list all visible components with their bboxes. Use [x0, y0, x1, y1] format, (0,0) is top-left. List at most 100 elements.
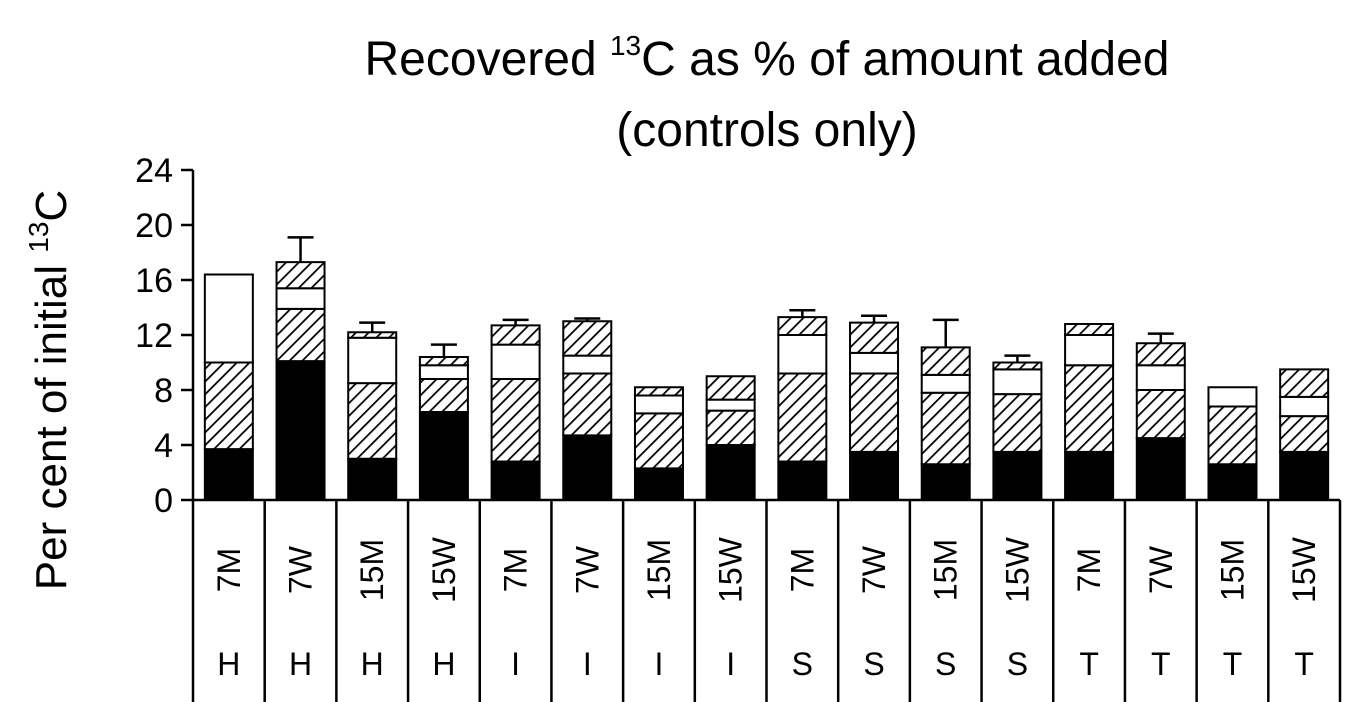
bar-segment-9-1 — [777, 460, 828, 501]
chart-title-line1: Recovered 13C as % of amount added — [365, 30, 1170, 86]
bar-segment-5-1 — [490, 460, 541, 501]
group-label: T — [1223, 646, 1243, 682]
y-tick-label: 8 — [154, 372, 173, 410]
group-label: S — [1007, 646, 1028, 682]
bar-segment-10-3 — [849, 351, 900, 375]
group-label: I — [726, 646, 735, 682]
bar-segment-10-2 — [849, 372, 900, 453]
group-label: T — [1079, 646, 1099, 682]
bar-segment-5-2 — [490, 378, 541, 463]
category-label: 7M — [211, 548, 247, 592]
group-label: I — [583, 646, 592, 682]
bar-segment-14-3 — [1135, 364, 1186, 391]
bar-segment-3-2 — [347, 382, 398, 460]
bar-segment-15-1 — [1207, 463, 1258, 501]
bar-segment-12-3 — [992, 368, 1043, 396]
bar-segment-12-1 — [992, 450, 1043, 501]
bar-segment-4-1 — [418, 411, 469, 501]
bar-segment-7-2 — [633, 412, 684, 470]
bar-segment-4-2 — [418, 378, 469, 413]
group-label: I — [511, 646, 520, 682]
bar-segment-16-1 — [1279, 450, 1330, 501]
bar-segment-9-4 — [777, 316, 828, 336]
y-tick-label: 4 — [154, 427, 173, 465]
bar-segment-11-2 — [920, 391, 971, 466]
category-label: 15M — [354, 539, 390, 601]
y-tick-label: 24 — [135, 152, 173, 190]
bar-segment-7-3 — [633, 394, 684, 415]
group-label: S — [935, 646, 956, 682]
bar-segment-6-3 — [562, 354, 613, 375]
bar-segment-6-4 — [562, 320, 613, 357]
category-label: 7M — [1071, 548, 1107, 592]
bar-segment-12-2 — [992, 393, 1043, 453]
group-label: T — [1151, 646, 1171, 682]
bar-segment-16-3 — [1279, 395, 1330, 418]
bar-segment-6-1 — [562, 434, 613, 501]
bar-segment-1-1 — [203, 448, 254, 501]
bar-segment-5-3 — [490, 343, 541, 380]
chart-title-line2: (controls only) — [616, 104, 917, 157]
bar-segment-14-1 — [1135, 437, 1186, 501]
bar-segment-9-3 — [777, 334, 828, 375]
bar-segment-1-2 — [203, 361, 254, 451]
category-label: 15W — [1286, 536, 1322, 603]
bar-segment-15-3 — [1207, 386, 1258, 408]
bar-segment-7-1 — [633, 467, 684, 501]
category-label: 15M — [928, 539, 964, 601]
y-tick-label: 0 — [154, 482, 173, 520]
category-label: 7M — [498, 548, 534, 592]
bar-segment-8-1 — [705, 444, 756, 501]
category-label: 15M — [641, 539, 677, 601]
y-tick-label: 16 — [135, 262, 173, 300]
bar-segment-10-1 — [849, 450, 900, 501]
bar-segment-13-4 — [1064, 323, 1115, 336]
bar-segment-3-4 — [347, 331, 398, 339]
group-label: I — [655, 646, 664, 682]
bar-segment-6-2 — [562, 372, 613, 437]
bar-segment-15-2 — [1207, 405, 1258, 466]
group-label: T — [1294, 646, 1314, 682]
y-tick-label: 12 — [135, 317, 173, 355]
bar-segment-14-2 — [1135, 389, 1186, 440]
category-label: 7W — [569, 545, 605, 594]
bar-segment-7-4 — [633, 386, 684, 397]
group-label: H — [432, 646, 455, 682]
axes-layer: 0 4 8 12 16 20 24 — [135, 152, 1342, 702]
bar-segment-11-4 — [920, 346, 971, 376]
bar-segment-5-4 — [490, 324, 541, 346]
bar-segment-4-3 — [418, 364, 469, 380]
bar-segment-13-2 — [1064, 364, 1115, 453]
bar-segment-13-1 — [1064, 450, 1115, 501]
category-label: 7W — [283, 545, 319, 594]
bar-segment-1-3 — [203, 273, 254, 364]
y-axis-label: Per cent of initial 13C — [23, 190, 76, 590]
group-label: H — [217, 646, 240, 682]
bar-segment-4-4 — [418, 356, 469, 367]
group-label: S — [863, 646, 884, 682]
bar-segment-13-3 — [1064, 334, 1115, 367]
bar-segment-12-4 — [992, 361, 1043, 371]
bar-segment-16-2 — [1279, 415, 1330, 453]
group-label: H — [289, 646, 312, 682]
bars-layer — [203, 236, 1330, 501]
group-label: H — [361, 646, 384, 682]
bar-segment-14-4 — [1135, 342, 1186, 367]
bar-segment-11-1 — [920, 463, 971, 501]
bar-segment-3-3 — [347, 336, 398, 385]
group-label: S — [792, 646, 813, 682]
category-label: 7M — [784, 548, 820, 592]
bar-segment-2-2 — [275, 307, 326, 363]
labels-layer: 7M H 7W H 15M H 15W H 7M I 7W I 15M I 15W I 7M S 7W S 15M S 15… — [211, 536, 1322, 682]
bar-segment-16-4 — [1279, 368, 1330, 398]
category-label: 15W — [999, 536, 1035, 603]
bar-segment-2-3 — [275, 287, 326, 310]
bar-segment-8-3 — [705, 398, 756, 412]
bar-segment-2-1 — [275, 360, 326, 501]
bar-segment-3-1 — [347, 457, 398, 501]
bar-segment-8-4 — [705, 375, 756, 401]
y-tick-label: 20 — [135, 207, 173, 245]
bar-segment-2-4 — [275, 261, 326, 290]
